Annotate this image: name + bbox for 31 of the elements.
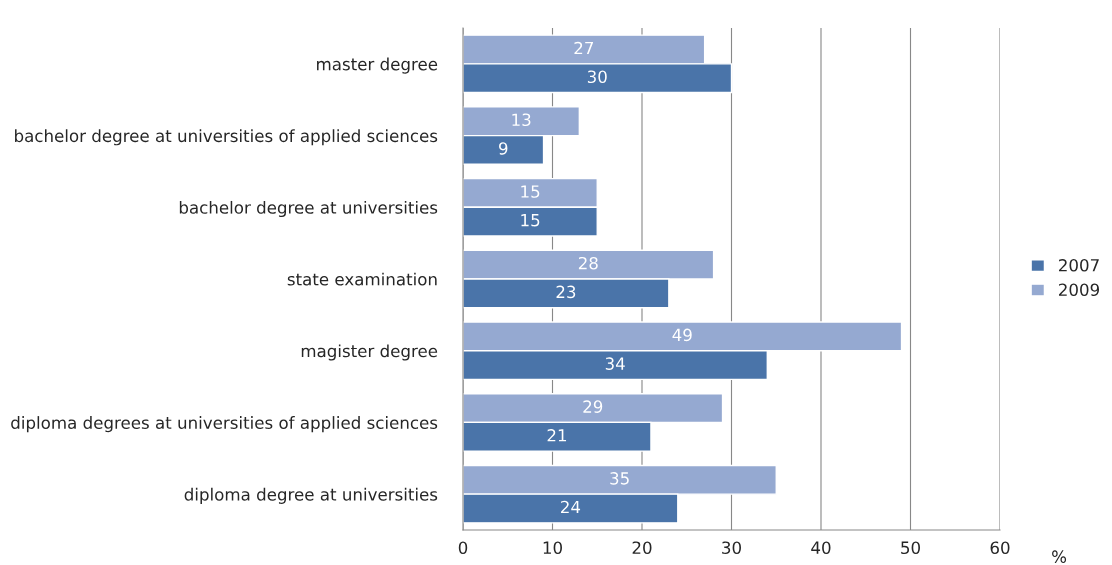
x-tick-label: 50	[901, 541, 920, 555]
x-tick-label: 40	[811, 541, 831, 555]
y-tick-label: bachelor degree at universities	[179, 200, 438, 218]
data-label: 30	[587, 70, 607, 84]
data-label: 23	[556, 285, 576, 299]
data-label: 15	[521, 185, 540, 198]
x-tick-label: 60	[990, 541, 1010, 555]
data-label: 27	[574, 41, 593, 55]
y-tick-label: bachelor degree at universities of applied sciences	[15, 129, 438, 146]
data-label: 35	[610, 472, 629, 485]
legend-label: 2007	[1059, 259, 1099, 272]
y-tick-label: diploma degree at universities	[184, 487, 438, 504]
x-tick-label: 10	[543, 541, 562, 555]
data-label: 28	[578, 256, 598, 270]
y-tick-label: state examination	[287, 272, 437, 286]
data-label: 9	[499, 142, 508, 155]
y-tick-label: diploma degrees at universities of applied sciences	[11, 416, 438, 433]
data-label: 24	[561, 500, 581, 514]
data-label: 15	[521, 214, 540, 227]
x-tick-label: 20	[632, 541, 652, 555]
legend-label: 2009	[1059, 283, 1100, 297]
x-tick-label: 30	[722, 541, 741, 555]
x-axis-title: %	[1052, 550, 1067, 563]
data-label: 49	[672, 328, 692, 342]
data-label: 34	[605, 357, 625, 370]
x-tick-label: 0	[458, 541, 468, 555]
data-label: 13	[512, 113, 531, 127]
data-label: 29	[583, 400, 603, 413]
y-tick-label: magister degree	[301, 344, 438, 361]
data-label: 21	[547, 429, 567, 442]
y-tick-label: master degree	[317, 57, 438, 74]
